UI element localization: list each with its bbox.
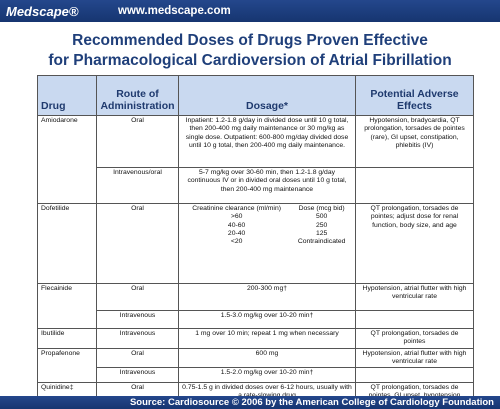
footer-bar: Source: Cardiosource © 2006 by the Ameri…: [0, 396, 500, 409]
column-header: Potential Adverse Effects: [355, 75, 474, 116]
route: Intravenous: [96, 310, 179, 329]
title-line: Recommended Doses of Drugs Proven Effect…: [72, 32, 428, 49]
subtable-cell: 250: [315, 221, 328, 229]
title-line: for Pharmacological Cardioversion of Atr…: [48, 52, 452, 69]
dosage: 1.5-3.0 mg/kg over 10-20 min†: [178, 310, 356, 329]
url: www.medscape.com: [118, 5, 231, 17]
subtable-cell: 40-60: [227, 221, 246, 229]
table-row: Amiodarone Oral Inpatient: 1.2-1.8 g/day i…: [37, 115, 474, 204]
dosage: 5-7 mg/kg over 30-60 min, then 1.2-1.8 g…: [178, 167, 356, 204]
subtable-cell: >60: [230, 213, 243, 221]
header-row: Drug Route of Administration Dosage* Potent…: [37, 75, 474, 116]
dosage: Inpatient: 1.2-1.8 g/day in divided dose…: [178, 115, 356, 168]
adverse-effects: [355, 167, 474, 204]
dosage: 200-300 mg†: [178, 283, 356, 311]
table-row: Ibutilide Intravenous 1 mg over 10 min; re…: [37, 328, 474, 349]
adverse-effects: Hypotension, atrial flutter with high ve…: [355, 283, 474, 311]
subtable-header-cell: Creatinine clearance (ml/min): [192, 205, 281, 212]
table-row: Intravenous 1.5-2.0 mg/kg over 10-20 min†: [38, 367, 474, 384]
route: Intravenous/oral: [96, 167, 179, 204]
dosage-subtable: Creatinine clearance (ml/min) Dose (mcg b…: [182, 205, 352, 246]
route: Oral: [96, 347, 179, 369]
subtable-row: <20 Contraindicated: [182, 238, 352, 246]
brand: Medscape®: [6, 4, 79, 19]
subtable-cell: Contraindicated: [297, 238, 346, 246]
table-row: Propafenone Oral 600 mg Hypotension, atrial…: [37, 347, 474, 384]
subtable-row: 40-60 250: [182, 222, 352, 230]
footer: Source: Cardiosource © 2006 by the Ameri…: [129, 397, 494, 408]
subtable-header-cell: Dose (mcg bid): [298, 205, 345, 212]
table-row: Dofetilide Oral Creatinine clearance (ml/m…: [37, 203, 474, 284]
subtable-cell: 125: [315, 229, 328, 237]
table-row: Intravenous/oral 5-7 mg/kg over 30-60 min…: [38, 167, 474, 204]
drug-name: Dofetilide: [37, 203, 97, 284]
adverse-effects: QT prolongation, torsades de pointes; ad…: [355, 203, 474, 284]
drug-name: Propafenone: [37, 347, 97, 384]
route: Oral: [96, 115, 179, 168]
column-header: Dosage*: [178, 75, 356, 116]
adverse-effects: [355, 367, 474, 384]
subtable-row: 20-40 125: [182, 230, 352, 238]
subtable-header: Creatinine clearance (ml/min) Dose (mcg b…: [182, 205, 352, 213]
title: Recommended Doses of Drugs Proven Effect…: [0, 31, 500, 71]
adverse-effects: QT prolongation, torsades de pointes: [355, 328, 474, 349]
subtable-cell: 500: [315, 213, 328, 221]
drug-name: Amiodarone: [37, 115, 97, 204]
route: Oral: [96, 283, 179, 311]
adverse-effects: Hypotension, atrial flutter with high ve…: [355, 347, 474, 369]
dosage: 1.5-2.0 mg/kg over 10-20 min†: [178, 367, 356, 384]
table-row: Flecainide Oral 200-300 mg† Hypotension, at…: [37, 283, 474, 329]
route: Oral: [96, 203, 179, 284]
dose-table: Drug Route of Administration Dosage* Potent…: [37, 75, 474, 403]
drug-name: Flecainide: [37, 283, 97, 329]
route: Intravenous: [96, 367, 179, 384]
subtable-row: >60 500: [182, 213, 352, 221]
header-bar: Medscape® www.medscape.com: [0, 0, 500, 22]
table-row: Intravenous 1.5-3.0 mg/kg over 10-20 min†: [38, 310, 474, 329]
subtable-cell: <20: [230, 238, 243, 246]
route: Intravenous: [96, 328, 179, 349]
drug-name: Ibutilide: [37, 328, 97, 349]
dosage: 1 mg over 10 min; repeat 1 mg when neces…: [178, 328, 356, 349]
dosage: 600 mg: [178, 347, 356, 369]
adverse-effects: Hypotension, bradycardia, QT prolongatio…: [355, 115, 474, 168]
column-header: Drug: [37, 75, 97, 116]
column-header: Route of Administration: [96, 75, 179, 116]
subtable-cell: 20-40: [227, 229, 246, 237]
adverse-effects: [355, 310, 474, 329]
dosage: Creatinine clearance (ml/min) Dose (mcg b…: [178, 203, 356, 284]
